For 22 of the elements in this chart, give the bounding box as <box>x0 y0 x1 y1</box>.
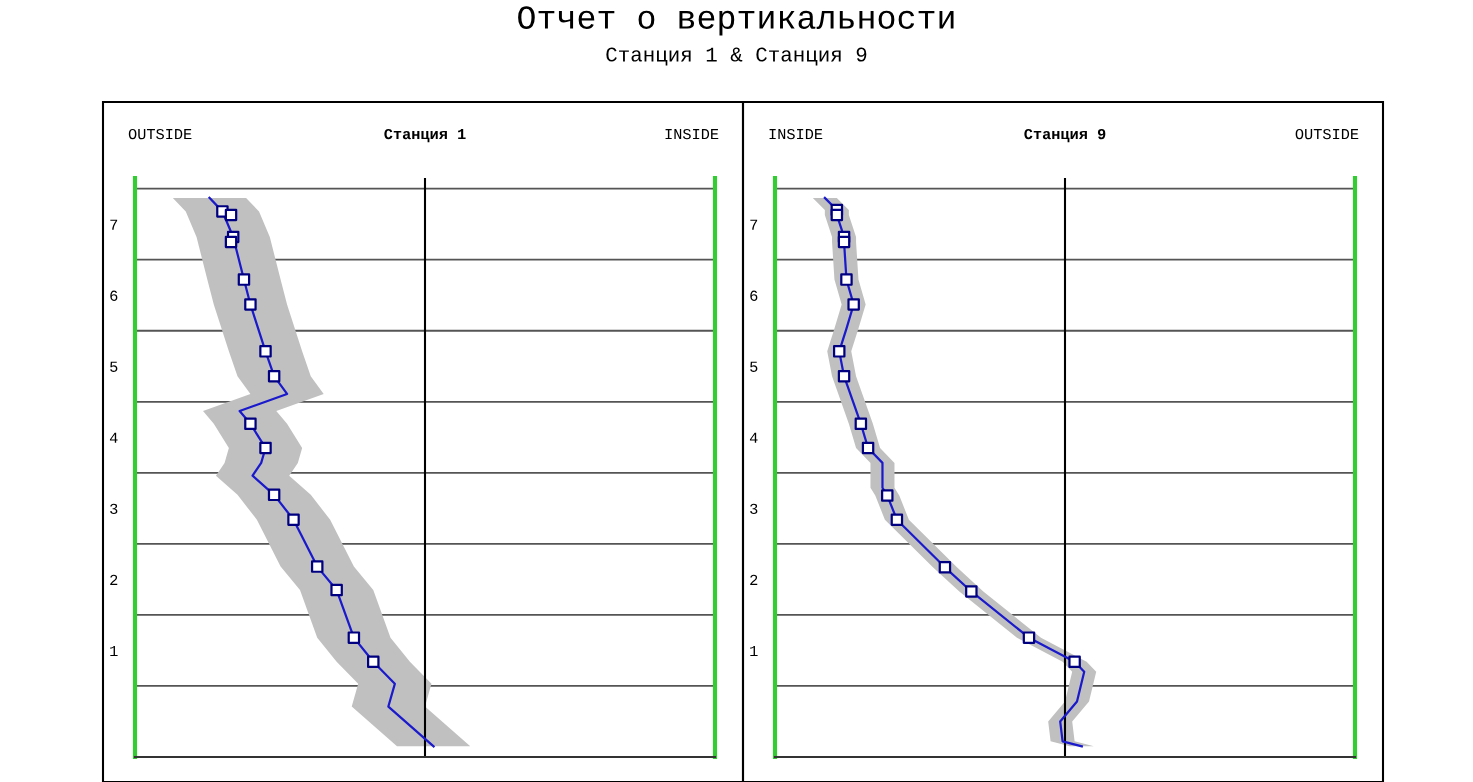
y-tick-label: 2 <box>750 574 758 585</box>
y-tick-label: 4 <box>749 432 758 443</box>
y-tick-label: 2 <box>110 574 118 585</box>
y-tick-label: 1 <box>750 645 758 656</box>
chart-title: Станция 1 <box>384 128 466 143</box>
y-tick-label: 5 <box>750 361 758 372</box>
text: OUTSIDE <box>128 128 192 140</box>
y-tick-label: 6 <box>750 290 758 301</box>
y-tick-label: 6 <box>110 290 118 301</box>
text: INSIDE <box>769 128 823 140</box>
y-tick-label: 4 <box>109 432 118 443</box>
y-tick-label: 7 <box>110 219 118 230</box>
chart-title: Станция 9 <box>1024 128 1106 143</box>
text: Станция 1 & Станция 9 <box>606 47 867 66</box>
y-tick-label: 5 <box>110 361 118 372</box>
y-tick-label: 7 <box>750 219 758 230</box>
text: Отчет о вертикальности <box>518 6 954 36</box>
y-tick-label: 1 <box>110 645 118 656</box>
y-tick-label: 3 <box>750 503 758 515</box>
y-tick-label: 3 <box>110 503 118 515</box>
text: OUTSIDE <box>1295 128 1359 140</box>
text: INSIDE <box>665 128 719 140</box>
